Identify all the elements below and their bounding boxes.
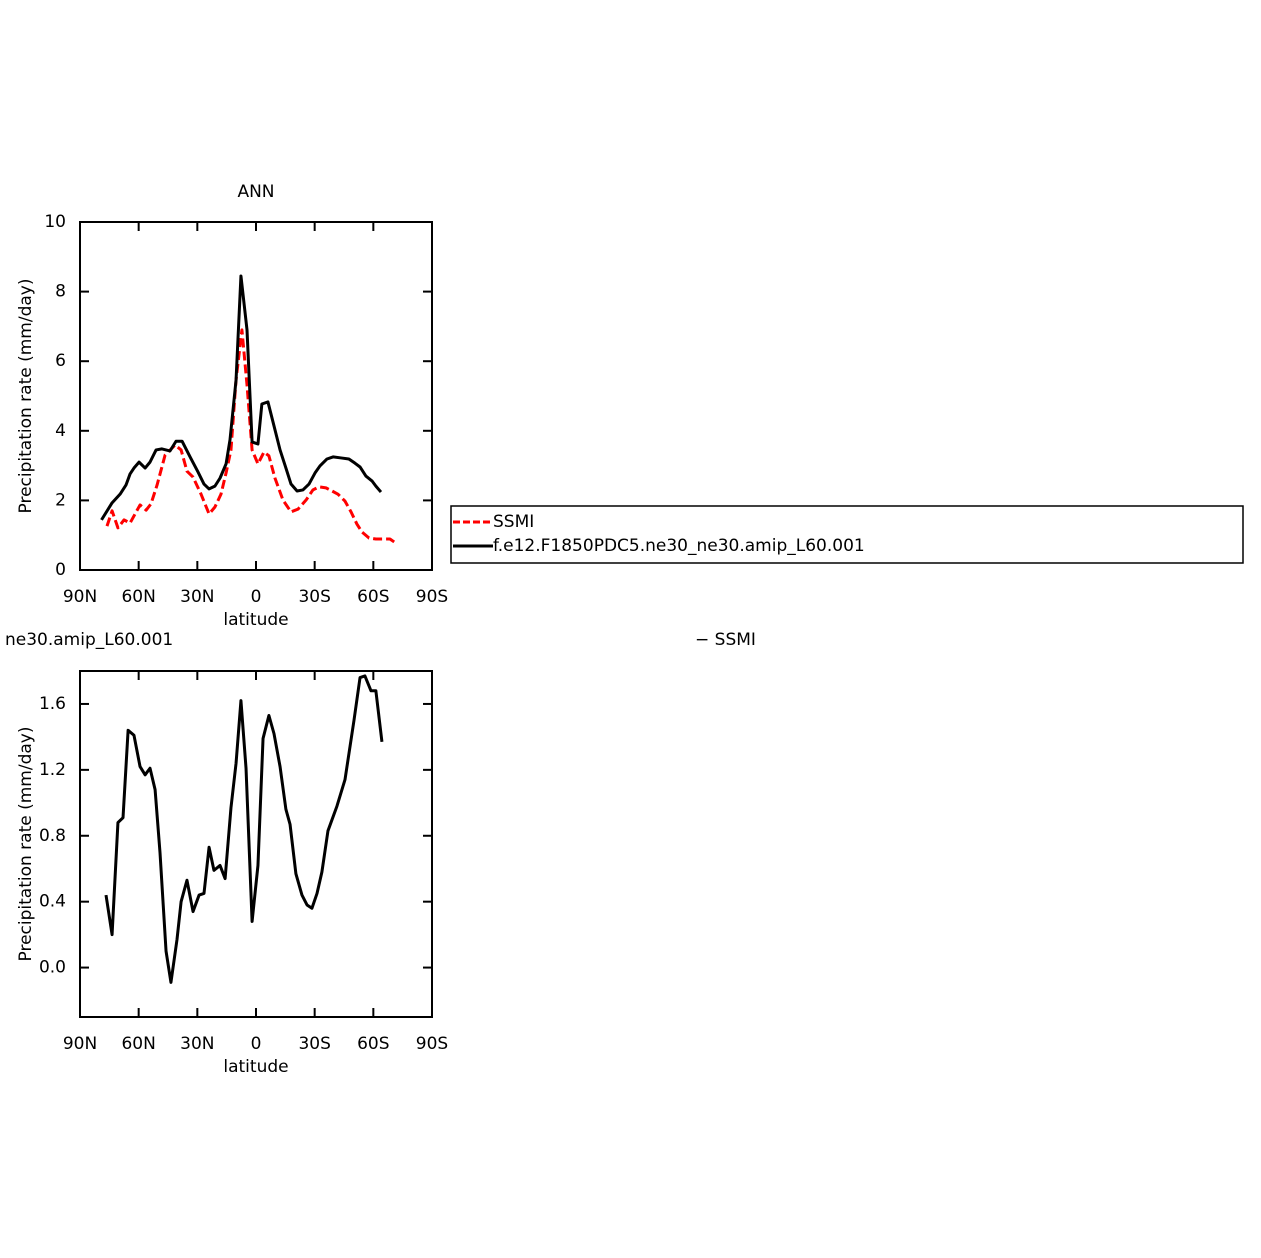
legend-label: f.e12.F1850PDC5.ne30_ne30.amip_L60.001 bbox=[493, 536, 865, 556]
y-tick-label: 8 bbox=[55, 282, 66, 302]
data-line bbox=[100, 274, 383, 521]
y-tick-label: 0 bbox=[55, 560, 66, 580]
x-tick-label: 60N bbox=[121, 1034, 155, 1054]
x-tick-label: 60S bbox=[357, 1034, 389, 1054]
x-axis-label: latitude bbox=[223, 610, 288, 630]
y-tick-label: 0.0 bbox=[39, 958, 66, 978]
y-axis-label: Precipitation rate (mm/day) bbox=[16, 727, 36, 962]
x-tick-label: 30N bbox=[180, 587, 214, 607]
x-tick-label: 0 bbox=[251, 1034, 262, 1054]
y-tick-label: 2 bbox=[55, 490, 66, 510]
y-tick-label: 1.2 bbox=[39, 760, 66, 780]
x-tick-label: 60S bbox=[357, 587, 389, 607]
y-tick-label: 10 bbox=[44, 212, 66, 232]
legend-label: SSMI bbox=[493, 512, 534, 532]
x-tick-label: 60N bbox=[121, 587, 155, 607]
chart-title-right: − SSMI bbox=[695, 630, 756, 650]
x-axis-label: latitude bbox=[223, 1057, 288, 1077]
x-tick-label: 30S bbox=[298, 587, 330, 607]
y-tick-label: 0.8 bbox=[39, 826, 66, 846]
legend-box bbox=[450, 505, 1244, 564]
x-tick-label: 0 bbox=[251, 587, 262, 607]
x-tick-label: 30N bbox=[180, 1034, 214, 1054]
x-tick-label: 90N bbox=[63, 587, 97, 607]
chart-title: ANN bbox=[237, 182, 274, 202]
x-tick-label: 90S bbox=[416, 1034, 448, 1054]
y-tick-label: 4 bbox=[55, 421, 66, 441]
x-tick-label: 30S bbox=[298, 1034, 330, 1054]
y-tick-label: 6 bbox=[55, 351, 66, 371]
y-axis-label: Precipitation rate (mm/day) bbox=[16, 279, 36, 514]
data-line bbox=[104, 674, 384, 984]
x-tick-label: 90S bbox=[416, 587, 448, 607]
x-tick-label: 90N bbox=[63, 1034, 97, 1054]
y-tick-label: 0.4 bbox=[39, 892, 66, 912]
chart-title-left: ne30.amip_L60.001 bbox=[5, 630, 173, 650]
y-tick-label: 1.6 bbox=[39, 694, 66, 714]
